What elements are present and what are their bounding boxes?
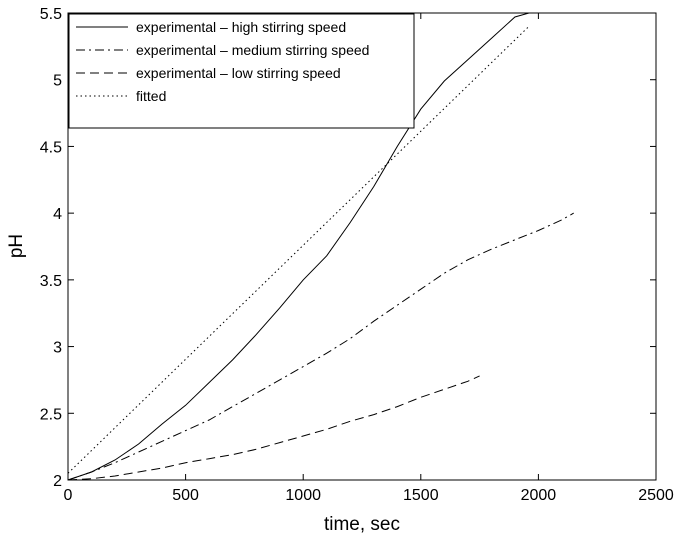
x-tick-label: 2000 bbox=[521, 487, 557, 504]
legend-box bbox=[68, 13, 415, 129]
legend-label-2: experimental – medium stirring speed bbox=[136, 42, 369, 58]
x-tick-label: 1000 bbox=[285, 487, 321, 504]
ticks-layer: 0 500 1000 1500 2000 2500 2 2.5 3 3.5 4 4.5 5 5.5 bbox=[40, 6, 674, 504]
x-tick-label: 0 bbox=[64, 487, 73, 504]
series-line-2 bbox=[67, 212, 574, 481]
legend-label-4: fitted bbox=[136, 88, 166, 104]
y-tick-label: 2 bbox=[53, 473, 62, 490]
series-layer bbox=[67, 12, 574, 481]
y-axis-title: pH bbox=[6, 234, 27, 258]
y-tick-label: 3.5 bbox=[40, 273, 62, 290]
y-tick-label: 3 bbox=[53, 340, 62, 357]
x-axis-title: time, sec bbox=[324, 514, 400, 535]
legend-label-1: experimental – high stirring speed bbox=[136, 19, 346, 35]
x-tick-label: 2500 bbox=[638, 487, 674, 504]
x-tick-label: 500 bbox=[172, 487, 199, 504]
legend-label-3: experimental – low stirring speed bbox=[136, 65, 341, 81]
legend: experimental – high stirring speed experi… bbox=[68, 13, 415, 129]
series-line-1 bbox=[67, 12, 539, 481]
series-line-3 bbox=[67, 375, 480, 481]
y-tick-label: 2.5 bbox=[40, 406, 62, 423]
y-tick-label: 5 bbox=[53, 73, 62, 90]
x-tick-label: 1500 bbox=[403, 487, 439, 504]
y-tick-label: 4.5 bbox=[40, 139, 62, 156]
y-tick-label: 5.5 bbox=[40, 6, 62, 23]
y-tick-label: 4 bbox=[53, 206, 62, 223]
